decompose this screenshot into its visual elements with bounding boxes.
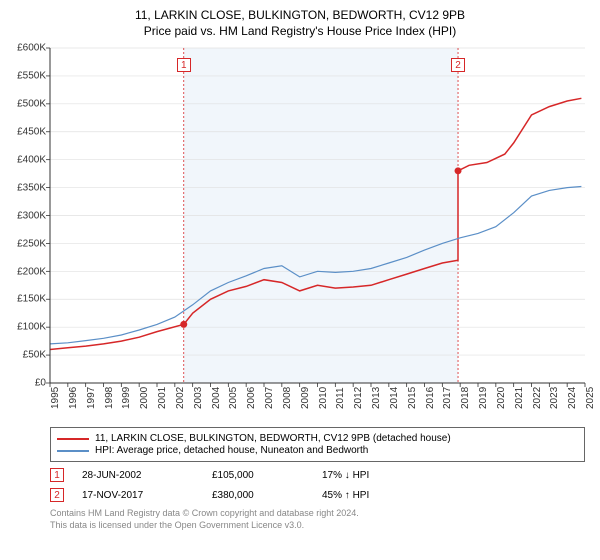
event-date: 28-JUN-2002 <box>82 470 212 481</box>
chart-svg <box>50 48 585 383</box>
sale-marker-box: 2 <box>451 58 465 72</box>
y-tick-label: £100K <box>10 322 46 333</box>
event-row: 1 28-JUN-2002£105,00017% ↓ HPI <box>50 468 585 482</box>
event-price: £105,000 <box>212 470 322 481</box>
y-tick-label: £0 <box>10 378 46 389</box>
y-tick-label: £150K <box>10 294 46 305</box>
footer: Contains HM Land Registry data © Crown c… <box>50 508 585 531</box>
sale-marker-box: 1 <box>177 58 191 72</box>
legend-swatch <box>57 450 89 452</box>
y-tick-label: £500K <box>10 99 46 110</box>
y-tick-label: £550K <box>10 71 46 82</box>
legend: 11, LARKIN CLOSE, BULKINGTON, BEDWORTH, … <box>50 427 585 462</box>
y-tick-label: £250K <box>10 238 46 249</box>
legend-label: 11, LARKIN CLOSE, BULKINGTON, BEDWORTH, … <box>95 433 451 444</box>
y-tick-label: £600K <box>10 43 46 54</box>
event-marker: 1 <box>50 468 64 482</box>
legend-item: 11, LARKIN CLOSE, BULKINGTON, BEDWORTH, … <box>57 433 578 444</box>
footer-line-1: Contains HM Land Registry data © Crown c… <box>50 508 585 520</box>
chart-container: 11, LARKIN CLOSE, BULKINGTON, BEDWORTH, … <box>0 0 600 560</box>
y-tick-label: £50K <box>10 350 46 361</box>
chart-title: 11, LARKIN CLOSE, BULKINGTON, BEDWORTH, … <box>10 8 590 24</box>
events-table: 1 28-JUN-2002£105,00017% ↓ HPI 2 17-NOV-201… <box>50 468 585 502</box>
event-row: 2 17-NOV-2017£380,00045% ↑ HPI <box>50 488 585 502</box>
event-price: £380,000 <box>212 490 322 501</box>
y-tick-label: £350K <box>10 182 46 193</box>
event-date: 17-NOV-2017 <box>82 490 212 501</box>
y-tick-label: £400K <box>10 154 46 165</box>
legend-swatch <box>57 438 89 440</box>
chart-subtitle: Price paid vs. HM Land Registry's House … <box>10 24 590 40</box>
chart-area: £0 £50K £100K £150K £200K £250K £300K £350K £400… <box>10 43 590 423</box>
footer-line-2: This data is licensed under the Open Gov… <box>50 520 585 532</box>
event-marker: 2 <box>50 488 64 502</box>
legend-item: HPI: Average price, detached house, Nune… <box>57 445 578 456</box>
y-tick-label: £450K <box>10 126 46 137</box>
y-tick-label: £300K <box>10 210 46 221</box>
event-pct: 45% ↑ HPI <box>322 490 432 501</box>
event-pct: 17% ↓ HPI <box>322 470 432 481</box>
legend-label: HPI: Average price, detached house, Nune… <box>95 445 368 456</box>
y-tick-label: £200K <box>10 266 46 277</box>
x-tick-label: 2025 <box>585 387 600 409</box>
